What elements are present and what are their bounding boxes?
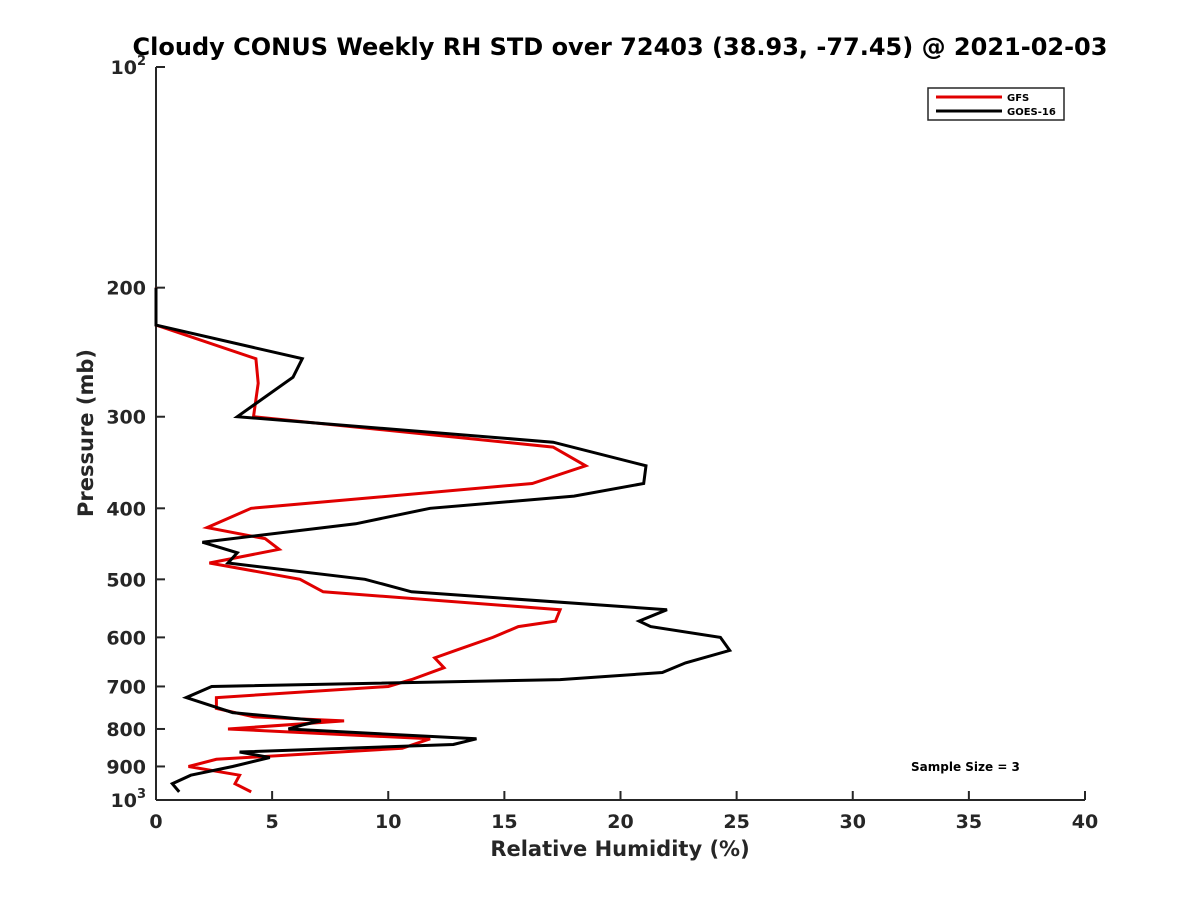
- y-tick-label: 800: [106, 719, 146, 741]
- y-tick-label: 600: [106, 627, 146, 649]
- x-tick-label: 20: [607, 811, 633, 833]
- x-tick-label: 15: [491, 811, 517, 833]
- x-tick-label: 40: [1072, 811, 1098, 833]
- legend-label-gfs: GFS: [1007, 93, 1029, 104]
- plot-area: 0 5 10 15 20 25 30 35 40 102 200 300 400 500 600 700 800…: [106, 54, 1098, 833]
- legend: GFS GOES-16: [927, 87, 1065, 121]
- y-tick-label: 300: [106, 407, 146, 429]
- series-line-goes-16: [154, 287, 733, 793]
- x-tick-label: 25: [723, 811, 749, 833]
- y-tick-label: 900: [106, 756, 146, 778]
- x-tick-label: 10: [375, 811, 401, 833]
- x-tick-label: 35: [956, 811, 982, 833]
- y-tick-label: 500: [106, 569, 146, 591]
- y-tick-label: 103: [111, 787, 147, 812]
- x-axis-label: Relative Humidity (%): [490, 837, 749, 861]
- legend-box: [927, 87, 1065, 121]
- series-line-gfs: [154, 287, 590, 794]
- sample-size-annotation: Sample Size = 3: [911, 760, 1020, 774]
- y-tick-label: 400: [106, 498, 146, 520]
- y-tick-label: 102: [111, 54, 147, 79]
- x-tick-label: 30: [840, 811, 866, 833]
- x-tick-label: 0: [149, 811, 162, 833]
- x-tick-label: 5: [266, 811, 279, 833]
- y-tick-label: 700: [106, 676, 146, 698]
- y-axis-label: Pressure (mb): [74, 349, 98, 517]
- chart-title: Cloudy CONUS Weekly RH STD over 72403 (3…: [133, 33, 1108, 61]
- legend-label-goes-16: GOES-16: [1007, 107, 1056, 118]
- y-tick-label: 200: [106, 278, 146, 300]
